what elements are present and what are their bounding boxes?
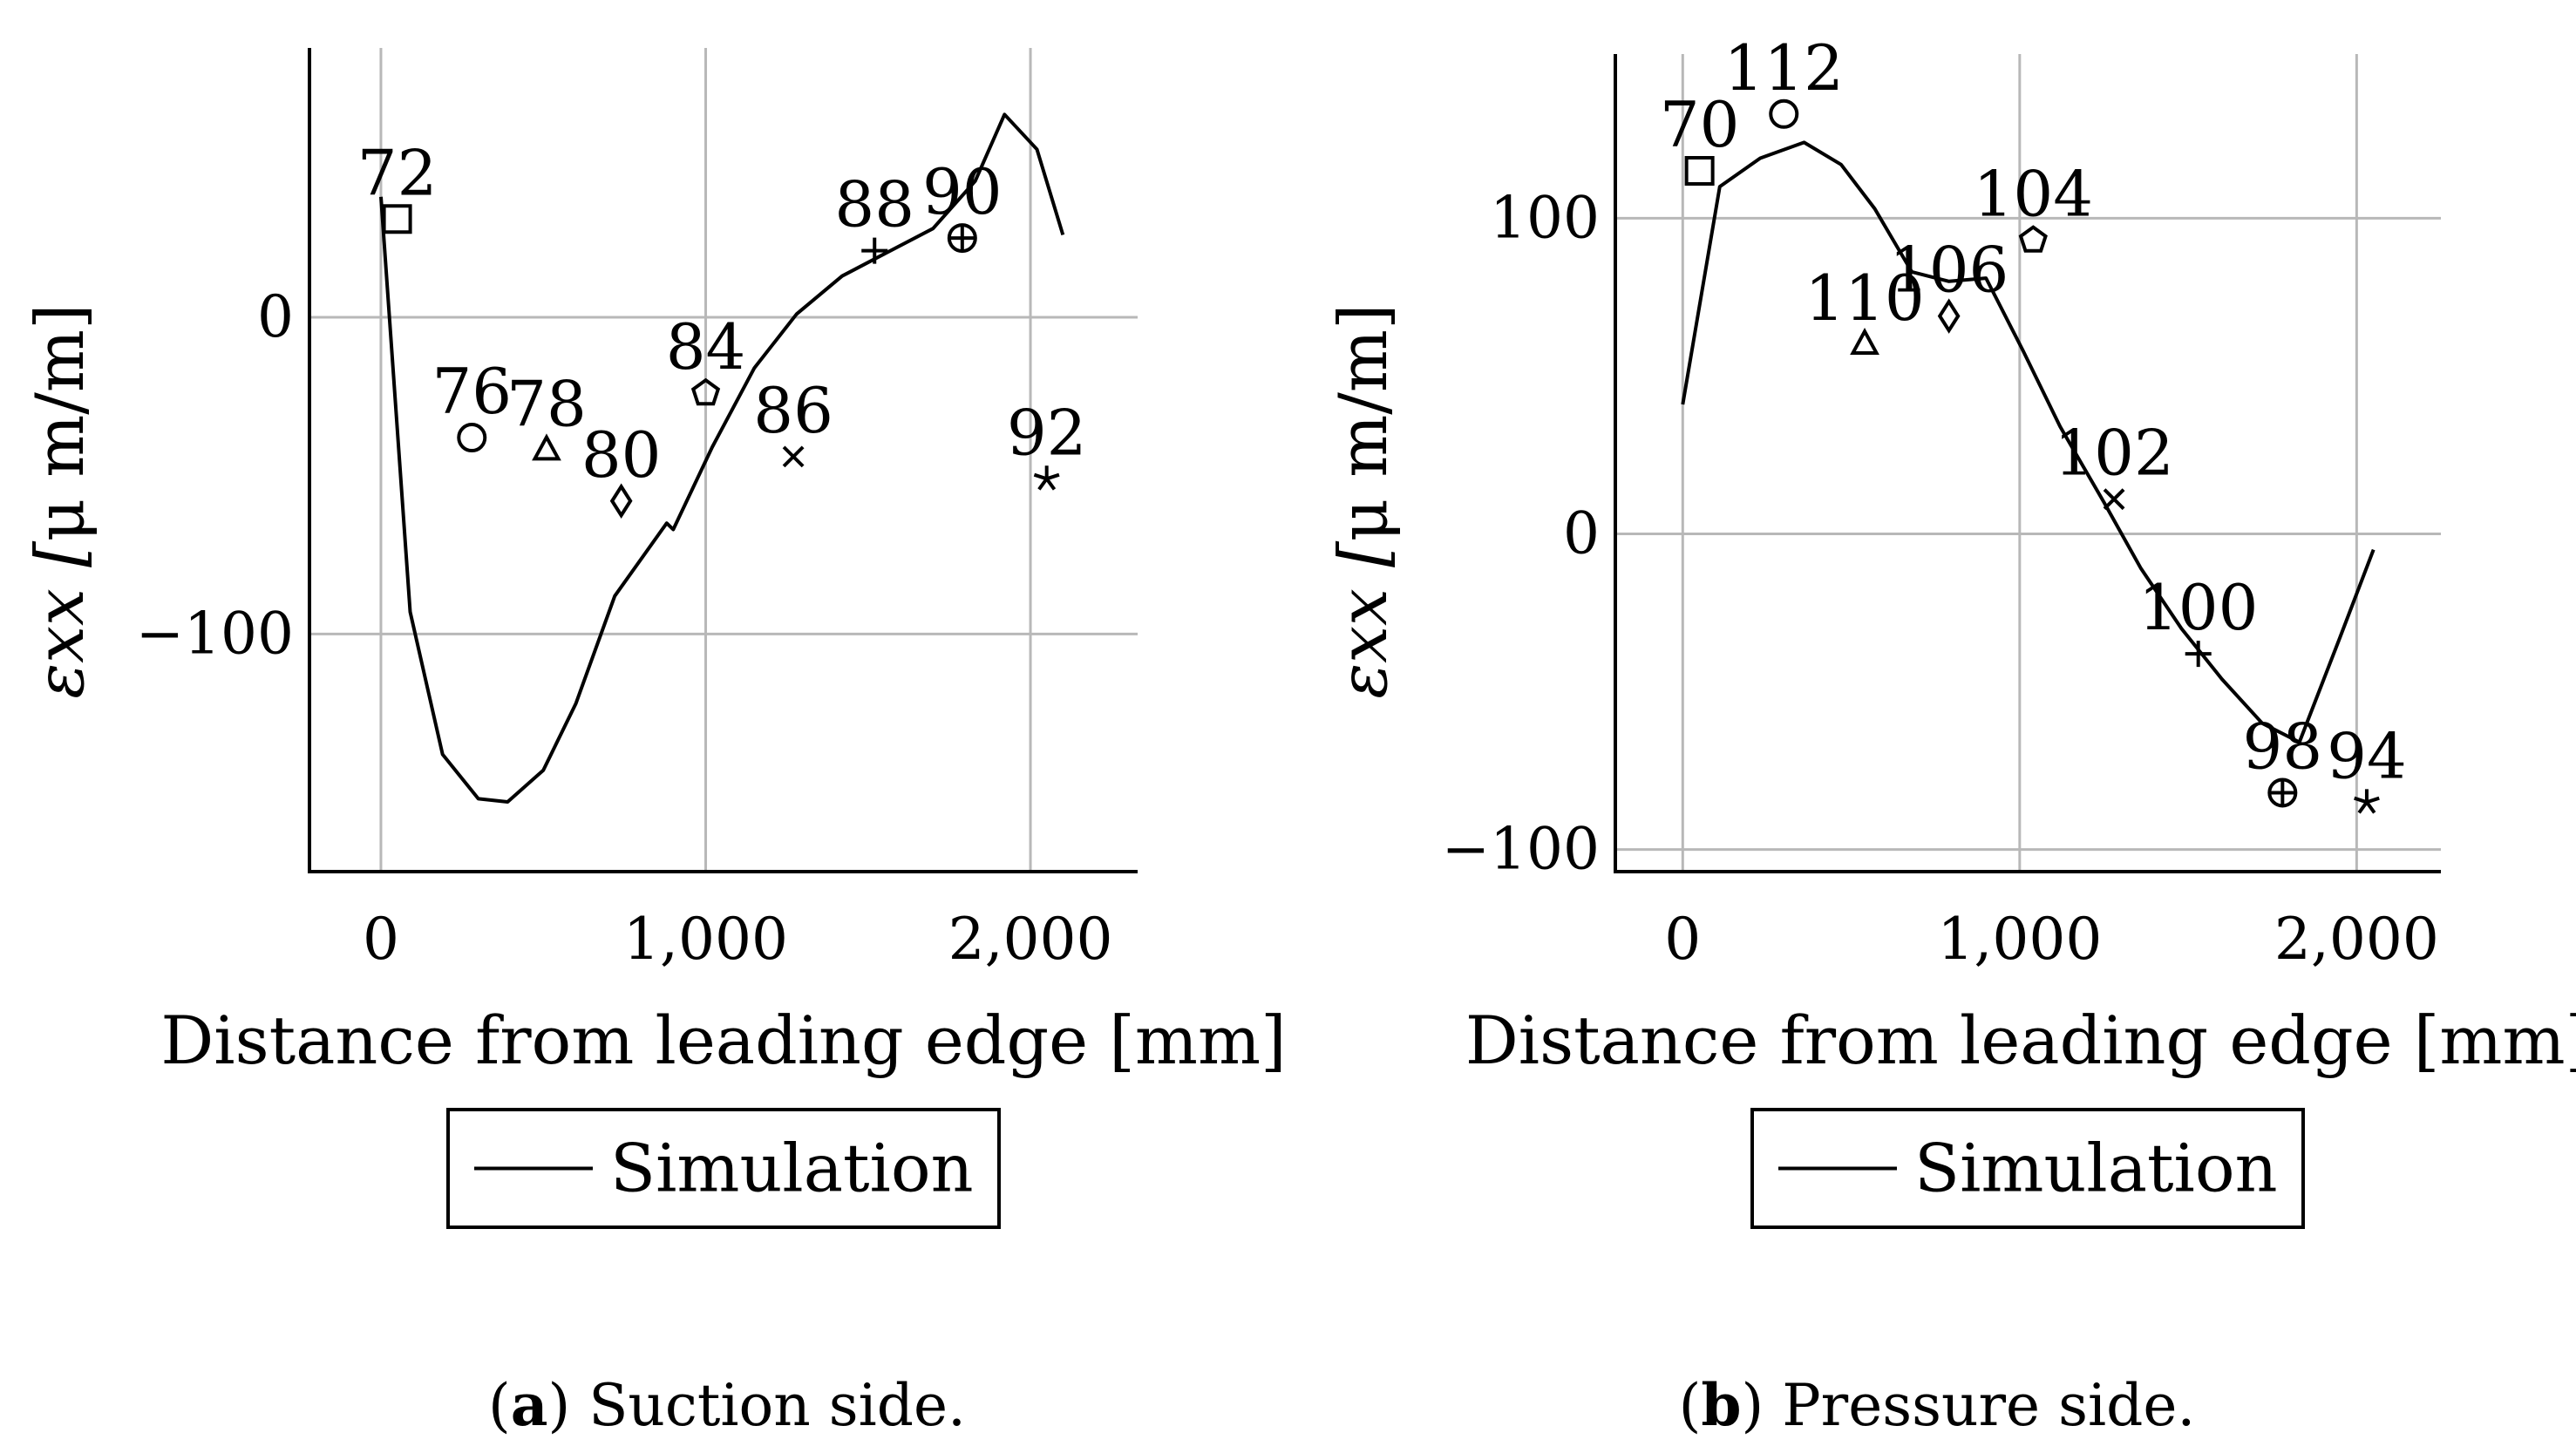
y-tick-label: −100 xyxy=(1442,816,1600,883)
sensor-label-106: 106 xyxy=(1889,234,2008,307)
sensor-label-90: 90 xyxy=(922,155,1003,228)
legend: Simulation xyxy=(446,1108,1001,1229)
x-tick-label: 2,000 xyxy=(2274,906,2439,973)
y-tick-label: 0 xyxy=(1563,499,1600,567)
axes xyxy=(308,48,1138,873)
y-tick-label: 100 xyxy=(1490,184,1600,251)
sensor-label-104: 104 xyxy=(1974,158,2093,231)
sensor-marker-76 xyxy=(457,423,487,453)
x-tick-label: 0 xyxy=(1664,906,1701,973)
sensor-marker-94 xyxy=(2354,789,2380,814)
sensor-label-76: 76 xyxy=(432,355,512,428)
x-tick-label: 1,000 xyxy=(1937,906,2102,973)
sensor-label-100: 100 xyxy=(2138,571,2258,644)
x-axis-label: Distance from leading edge [mm] xyxy=(1465,1001,2576,1079)
sensor-marker-72 xyxy=(382,204,412,234)
sensor-label-70: 70 xyxy=(1660,88,1740,161)
x-tick-label: 1,000 xyxy=(623,906,788,973)
sensor-marker-80 xyxy=(609,483,633,519)
sensor-label-84: 84 xyxy=(666,310,746,384)
figure-caption: (a) Suction side. xyxy=(488,1371,966,1439)
x-tick-label: 0 xyxy=(363,906,399,973)
sensor-label-72: 72 xyxy=(357,136,438,209)
sensor-marker-104 xyxy=(2018,225,2048,253)
simulation-series-line xyxy=(1681,140,2375,744)
sensor-marker-98 xyxy=(2267,777,2298,808)
axes xyxy=(1614,54,2441,873)
sensor-marker-88 xyxy=(861,237,888,264)
sensor-label-112: 112 xyxy=(1724,31,1844,105)
sensor-label-98: 98 xyxy=(2243,710,2323,783)
legend-entry-label: Simulation xyxy=(610,1130,974,1207)
sensor-marker-86 xyxy=(782,445,805,468)
sensor-label-80: 80 xyxy=(581,418,662,492)
grid xyxy=(1615,54,2441,872)
legend-entry-label: Simulation xyxy=(1914,1130,2278,1207)
y-tick-label: 0 xyxy=(257,283,294,350)
figure-caption: (b) Pressure side. xyxy=(1679,1371,2196,1439)
sensor-marker-106 xyxy=(1937,298,1961,334)
sensor-label-78: 78 xyxy=(506,368,587,441)
sensor-marker-100 xyxy=(2185,641,2212,668)
legend: Simulation xyxy=(1750,1108,2305,1229)
sensor-label-102: 102 xyxy=(2054,417,2173,490)
sensor-marker-92 xyxy=(1033,465,1060,491)
y-tick-label: −100 xyxy=(136,600,294,667)
sensor-label-86: 86 xyxy=(753,374,833,447)
sensor-label-88: 88 xyxy=(834,168,914,241)
sensor-marker-78 xyxy=(532,433,561,461)
sensor-marker-102 xyxy=(2103,488,2125,511)
sensor-marker-110 xyxy=(1850,328,1879,355)
sensor-label-94: 94 xyxy=(2327,719,2407,792)
y-axis-label: εxx [μ m/m] xyxy=(1324,303,1402,698)
sensor-marker-90 xyxy=(947,223,977,254)
chart-suction-side: 0 1,000 2,000 0 −100 Distance from leading ed… xyxy=(21,48,1287,1439)
sensor-label-110: 110 xyxy=(1805,261,1924,335)
grid xyxy=(309,48,1138,872)
sensor-label-92: 92 xyxy=(1007,396,1087,469)
sensor-marker-112 xyxy=(1769,98,1799,129)
simulation-series-line xyxy=(379,112,1065,804)
x-tick-label: 2,000 xyxy=(948,906,1113,973)
chart-pressure-side: 0 1,000 2,000 100 0 −100 Distance from leading… xyxy=(1324,31,2576,1439)
x-axis-label: Distance from leading edge [mm] xyxy=(160,1001,1286,1079)
y-axis-label: εxx [μ m/m] xyxy=(21,303,99,698)
sensor-marker-70 xyxy=(1684,156,1715,186)
sensor-marker-84 xyxy=(690,377,721,406)
